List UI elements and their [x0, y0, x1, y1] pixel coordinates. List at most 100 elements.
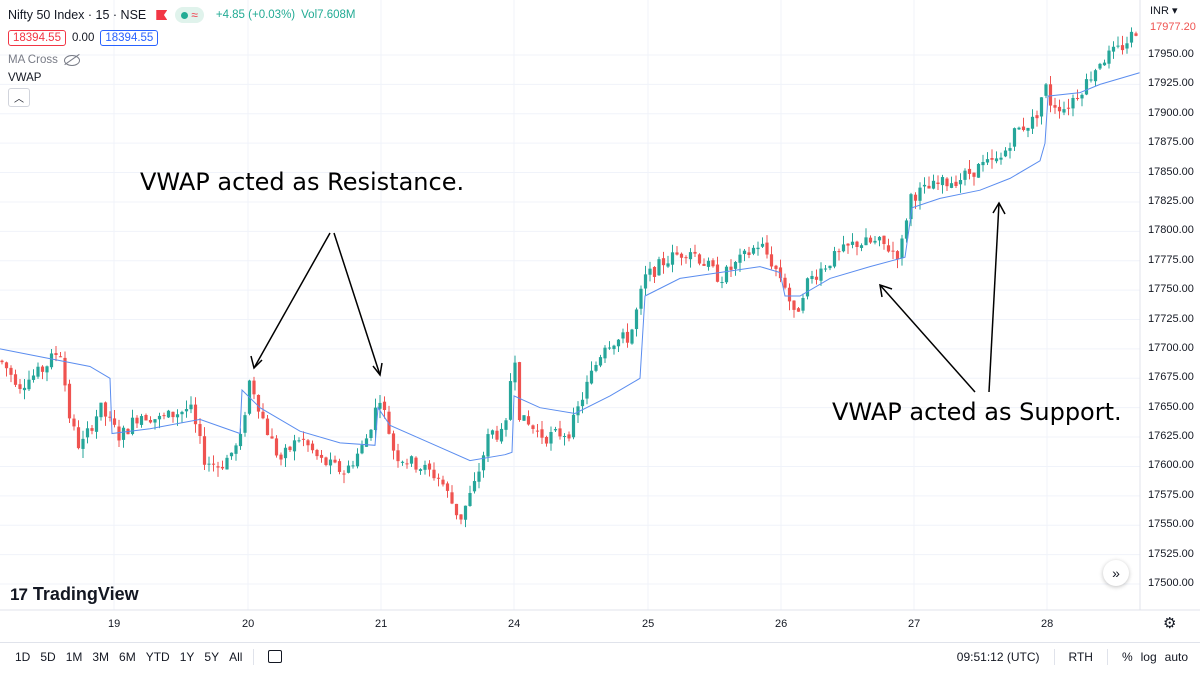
time-tick-label: 26 — [775, 618, 788, 630]
candle-body — [774, 265, 778, 269]
candle-body — [837, 251, 841, 253]
candle-body — [603, 347, 607, 359]
range-button-6m[interactable]: 6M — [119, 649, 136, 664]
candle-body — [765, 242, 769, 255]
candle-body — [234, 445, 238, 454]
collapse-legend-button[interactable]: ︿ — [8, 88, 30, 107]
price-tick-label: 17525.00 — [1148, 547, 1194, 560]
auto-toggle[interactable]: auto — [1164, 649, 1188, 664]
scroll-to-realtime-button[interactable]: » — [1103, 560, 1129, 586]
candle-body — [927, 185, 931, 189]
candle-body — [756, 247, 760, 250]
indicator-ma-cross[interactable]: MA Cross — [8, 54, 356, 66]
tradingview-brand: TradingView — [32, 584, 139, 604]
candle-body — [67, 383, 72, 419]
range-button-1m[interactable]: 1M — [65, 649, 83, 664]
candle-body — [913, 194, 918, 201]
candle-body — [580, 399, 585, 407]
candle-body — [1120, 45, 1125, 51]
candle-body — [504, 420, 508, 430]
range-button-1d[interactable]: 1D — [15, 649, 31, 664]
candle-body — [400, 461, 405, 463]
candle-body — [855, 241, 859, 247]
candle-body — [787, 287, 792, 302]
candle-body — [135, 417, 139, 424]
log-toggle[interactable]: log — [1140, 649, 1157, 664]
range-button-5y[interactable]: 5Y — [204, 649, 220, 664]
price-tick-label: 17650.00 — [1148, 400, 1194, 413]
candle-body — [958, 180, 963, 185]
range-button-1y[interactable]: 1Y — [179, 649, 195, 664]
candle-body — [279, 454, 283, 460]
clock-time[interactable]: 09:51:12 (UTC) — [956, 649, 1040, 664]
candle-body — [117, 426, 121, 441]
tradingview-logo[interactable]: 17 TradingView — [10, 584, 139, 605]
settings-gear-icon[interactable]: ⚙ — [1163, 615, 1177, 632]
candle-body — [27, 379, 31, 390]
candle-body — [648, 268, 652, 275]
candle-body — [976, 163, 981, 178]
candle-body — [495, 430, 499, 440]
goto-date-icon[interactable] — [268, 650, 283, 663]
candle-body — [1021, 126, 1026, 131]
candle-body — [990, 158, 994, 160]
price-tick-label: 17575.00 — [1148, 488, 1194, 501]
candle-body — [738, 254, 742, 263]
indicator-ma-cross-label: MA Cross — [8, 54, 58, 66]
range-button-5d[interactable]: 5D — [40, 649, 56, 664]
session-toggle[interactable]: RTH — [1068, 649, 1093, 664]
price-tick-label: 17675.00 — [1148, 371, 1194, 384]
candle-body — [994, 158, 999, 162]
candle-body — [238, 433, 243, 447]
candle-body — [256, 394, 261, 412]
candle-body — [513, 362, 517, 383]
candle-body — [868, 237, 873, 243]
candle-body — [382, 401, 387, 411]
candlestick-series — [0, 27, 1138, 528]
candle-body — [45, 366, 49, 373]
candle-body — [769, 254, 774, 267]
range-button-all[interactable]: All — [229, 649, 243, 664]
hidden-eye-icon[interactable] — [63, 54, 80, 66]
candle-body — [508, 381, 513, 420]
time-tick-label: 20 — [242, 618, 255, 630]
time-tick-label: 28 — [1041, 618, 1054, 630]
candle-body — [1012, 128, 1017, 147]
candle-body — [445, 483, 450, 491]
candle-body — [315, 450, 319, 457]
flag-icon[interactable] — [156, 10, 168, 20]
market-status-pill[interactable]: ≈ — [175, 7, 204, 23]
buy-price-box[interactable]: 18394.55 — [100, 30, 159, 46]
candle-body — [706, 260, 711, 267]
candle-body — [873, 240, 877, 243]
candle-body — [216, 466, 220, 468]
candle-body — [243, 415, 247, 433]
candle-body — [1030, 116, 1035, 129]
sell-price-box[interactable]: 18394.55 — [8, 30, 66, 46]
candle-body — [0, 360, 4, 363]
candle-body — [76, 427, 81, 449]
date-range-buttons: 1D 5D 1M 3M 6M YTD 1Y 5Y All — [0, 650, 247, 664]
candle-body — [639, 288, 643, 309]
symbol-title[interactable]: Nifty 50 Index · 15 · NSE — [8, 8, 147, 22]
candle-body — [571, 414, 576, 438]
candle-body — [1089, 79, 1093, 81]
currency-selector[interactable]: INR ▾ — [1150, 5, 1178, 17]
candle-body — [522, 415, 526, 421]
vwap-line — [0, 72, 1141, 462]
candle-body — [355, 453, 360, 467]
candle-body — [297, 440, 301, 442]
range-button-ytd[interactable]: YTD — [145, 649, 170, 664]
price-chart[interactable]: 17977.20 — [0, 0, 1200, 642]
candle-body — [909, 194, 913, 220]
volume-value: Vol7.608M — [301, 9, 356, 21]
range-button-3m[interactable]: 3M — [92, 649, 110, 664]
price-tick-label: 17875.00 — [1148, 136, 1194, 149]
wave-icon: ≈ — [191, 8, 198, 22]
percent-toggle[interactable]: % — [1121, 649, 1133, 664]
indicator-vwap[interactable]: VWAP — [8, 72, 42, 84]
candle-body — [364, 438, 369, 447]
candle-body — [81, 438, 85, 449]
candle-body — [175, 414, 180, 418]
price-tick-label: 17550.00 — [1148, 518, 1194, 531]
